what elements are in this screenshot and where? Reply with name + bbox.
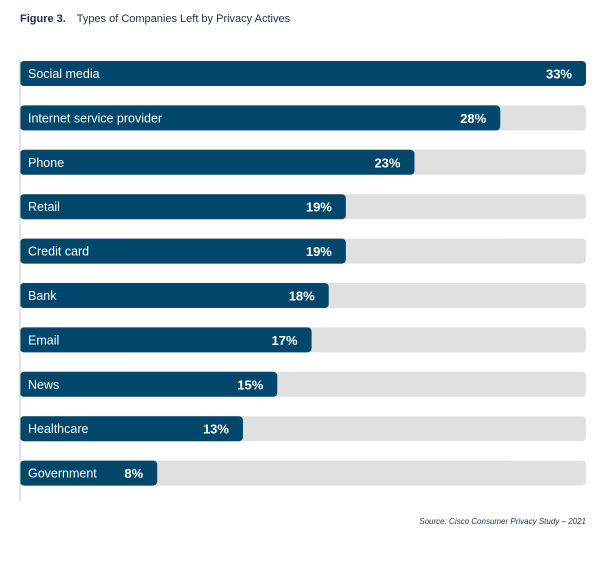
bar: [20, 194, 346, 220]
bar: [20, 416, 243, 442]
category-label: Retail: [28, 200, 60, 214]
bar: [20, 283, 329, 308]
value-label: 28%: [460, 111, 486, 126]
category-label: Social media: [28, 67, 100, 81]
chart-title: Types of Companies Left by Privacy Activ…: [76, 13, 291, 25]
category-label: Bank: [28, 289, 57, 303]
category-label: News: [28, 378, 59, 392]
value-label: 19%: [306, 244, 332, 259]
value-label: 19%: [306, 200, 332, 215]
figure-number: Figure 3.: [20, 13, 66, 25]
bar: [20, 238, 346, 264]
value-label: 8%: [124, 466, 143, 481]
value-label: 23%: [374, 155, 400, 170]
value-label: 15%: [237, 377, 263, 392]
value-label: 17%: [272, 333, 298, 348]
bar: [20, 327, 312, 353]
category-label: Government: [28, 467, 97, 481]
bar: [20, 371, 278, 397]
bar: [20, 105, 501, 131]
category-label: Credit card: [28, 245, 89, 259]
bar: [20, 61, 586, 86]
category-label: Email: [28, 333, 59, 347]
value-label: 18%: [289, 289, 315, 304]
value-label: 33%: [546, 67, 572, 82]
value-label: 13%: [203, 422, 229, 437]
source-note: Source: Cisco Consumer Privacy Study – 2…: [419, 517, 586, 526]
bar: [20, 149, 415, 175]
category-label: Phone: [28, 156, 64, 170]
bar-track: [20, 460, 586, 486]
category-label: Healthcare: [28, 422, 88, 436]
figure-caption: Figure 3. Types of Companies Left by Pri…: [20, 13, 290, 25]
category-label: Internet service provider: [28, 111, 162, 125]
bar: [20, 460, 158, 486]
